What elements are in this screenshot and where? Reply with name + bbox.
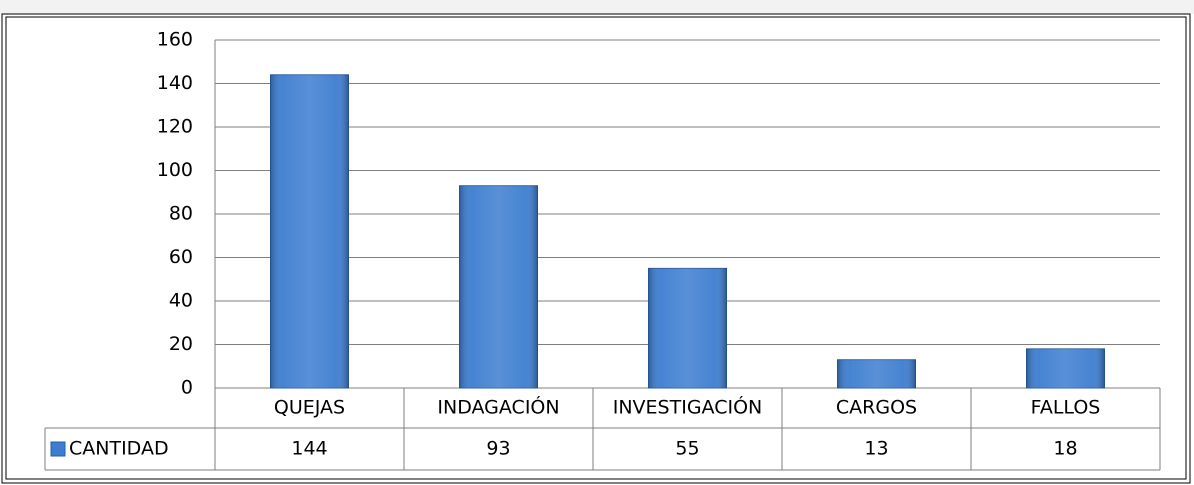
table-value: 13 <box>864 438 888 460</box>
bar <box>270 74 349 389</box>
bar <box>459 185 538 389</box>
y-tick-label: 80 <box>169 203 193 225</box>
x-tick-label: FALLOS <box>1031 397 1101 419</box>
bar <box>648 267 727 389</box>
inner-frame <box>5 16 1187 480</box>
y-tick-label: 20 <box>169 333 193 355</box>
outer-frame <box>1 13 1191 484</box>
legend-key <box>50 441 66 457</box>
legend-label: CANTIDAD <box>69 438 169 460</box>
y-tick-label: 0 <box>181 377 193 399</box>
table-value: 144 <box>291 438 327 460</box>
y-tick-label: 40 <box>169 290 193 312</box>
top-strip <box>0 0 1194 14</box>
bar <box>1026 348 1105 389</box>
table-value: 55 <box>675 438 699 460</box>
bar <box>837 359 916 389</box>
table-value: 18 <box>1053 438 1077 460</box>
y-tick-label: 60 <box>169 246 193 268</box>
x-tick-label: INDAGACIÓN <box>437 395 559 419</box>
x-tick-label: CARGOS <box>836 397 917 419</box>
y-tick-label: 160 <box>157 29 193 51</box>
table-value: 93 <box>486 438 510 460</box>
x-tick-label: INVESTIGACIÓN <box>613 395 763 419</box>
y-tick-label: 100 <box>157 159 193 181</box>
y-tick-label: 120 <box>157 116 193 138</box>
y-tick-label: 140 <box>157 72 193 94</box>
x-tick-label: QUEJAS <box>274 397 345 419</box>
